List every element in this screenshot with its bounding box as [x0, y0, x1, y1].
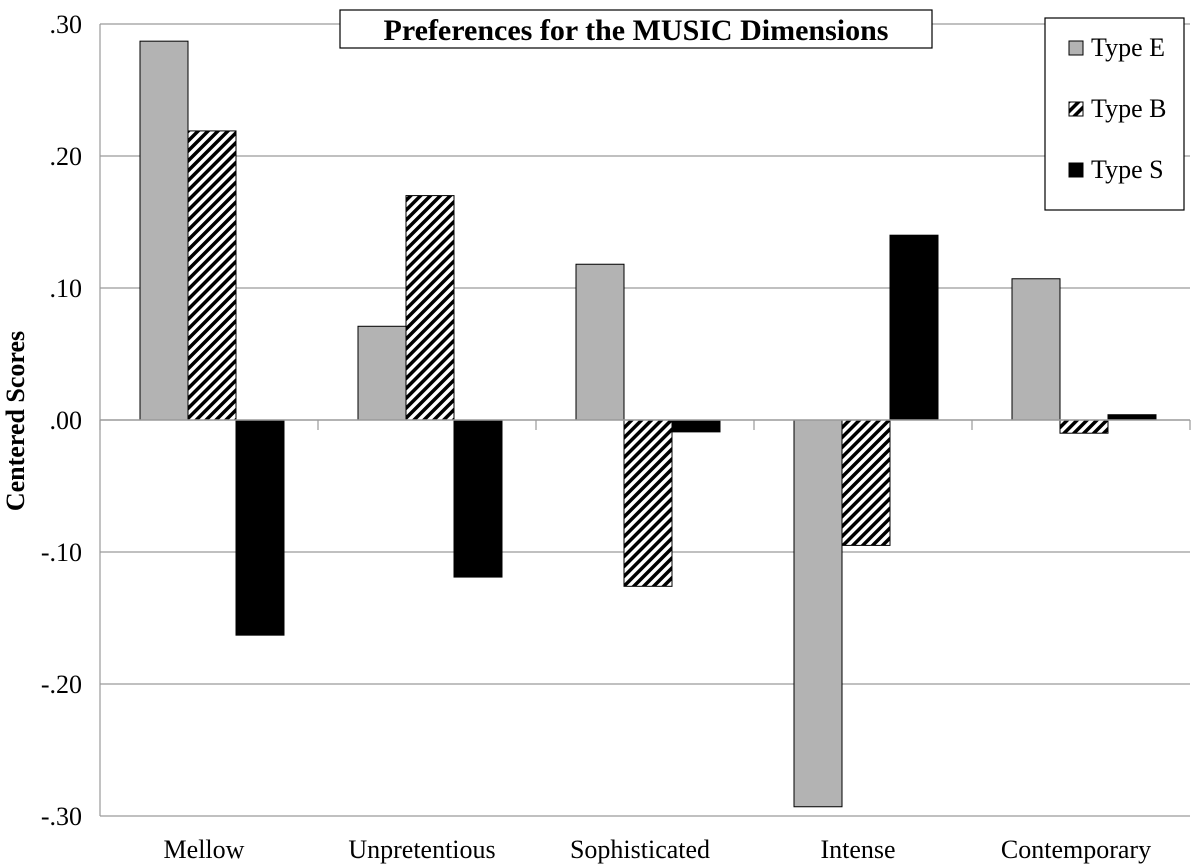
bar-type-b — [187, 130, 237, 421]
bar-type-e — [357, 325, 407, 421]
bar-type-s — [1107, 414, 1157, 421]
y-tick-label: .10 — [50, 274, 83, 303]
y-tick-label: .20 — [50, 142, 83, 171]
legend-swatch — [1068, 162, 1084, 178]
y-tick-label: .30 — [50, 10, 83, 39]
chart-title-box: Preferences for the MUSIC Dimensions — [339, 9, 933, 49]
legend: Type E Type B Type S — [1044, 17, 1185, 211]
legend-box — [1044, 17, 1185, 211]
bar-type-s — [453, 419, 503, 578]
bar-type-b — [1059, 419, 1109, 434]
bar-type-e — [1011, 278, 1061, 421]
category-label: Unpretentious — [348, 835, 495, 864]
bar-type-b — [841, 419, 891, 546]
bar-type-s — [235, 419, 285, 636]
legend-label: Type B — [1091, 94, 1166, 123]
category-label: Contemporary — [1001, 835, 1151, 864]
legend-label: Type E — [1091, 33, 1165, 62]
y-tick-label: -.20 — [41, 670, 82, 699]
zero-axis — [99, 419, 1191, 430]
legend-label: Type S — [1091, 155, 1164, 184]
bar-type-e — [139, 40, 189, 421]
legend-swatch — [1068, 40, 1084, 56]
y-axis-ticks: .30 .20 .10 .00 -.10 -.20 -.30 — [41, 10, 82, 831]
bar-type-b — [405, 195, 455, 421]
y-tick-label: .00 — [50, 406, 83, 435]
legend-swatch — [1068, 101, 1084, 117]
chart-title: Preferences for the MUSIC Dimensions — [384, 14, 889, 47]
bar-type-e — [575, 263, 625, 421]
category-label: Intense — [820, 835, 895, 864]
y-axis-title: Centered Scores — [1, 331, 30, 511]
bar-type-e — [793, 419, 843, 808]
bar-type-s — [671, 419, 721, 433]
category-label: Sophisticated — [570, 835, 710, 864]
y-tick-label: -.10 — [41, 538, 82, 567]
bar-type-s — [889, 234, 939, 421]
bars — [139, 40, 1157, 808]
y-tick-label: -.30 — [41, 802, 82, 831]
category-label: Mellow — [164, 835, 245, 864]
bar-type-b — [623, 419, 673, 587]
x-axis-categories: Mellow Unpretentious Sophisticated Intense C… — [164, 835, 1152, 864]
